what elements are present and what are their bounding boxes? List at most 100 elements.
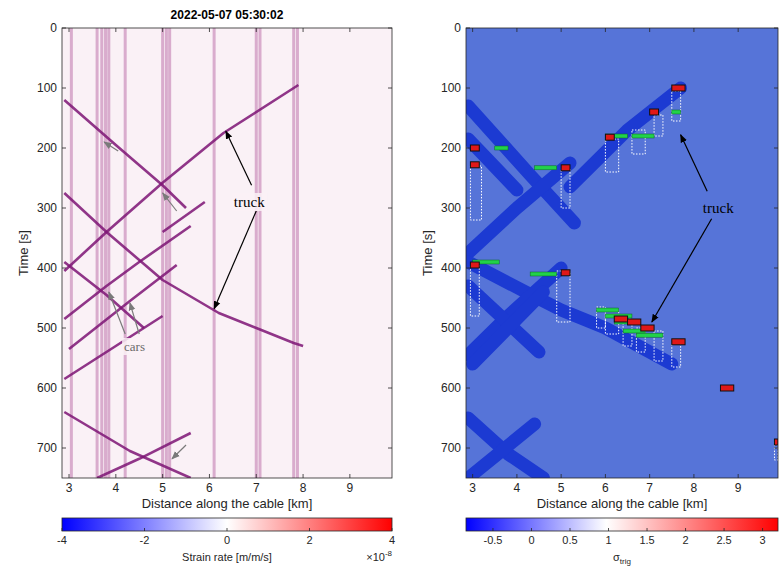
x-tick <box>693 474 694 478</box>
detection-box <box>557 271 570 322</box>
stripe <box>259 28 262 478</box>
trigger-off <box>561 165 570 171</box>
y-tick <box>62 208 66 209</box>
y-tick-label: 500 <box>441 321 461 335</box>
x-tick-label: 9 <box>735 481 742 495</box>
panel: 34567890100200300400500600700Distance al… <box>16 8 395 563</box>
trigger-off <box>774 439 778 445</box>
trigger-on <box>530 272 557 276</box>
y-tick <box>466 268 470 269</box>
band <box>468 139 517 190</box>
y-tick-label: 700 <box>441 441 461 455</box>
track <box>64 262 144 328</box>
y-tick-label: 700 <box>37 441 57 455</box>
x-axis-title: Distance along the cable [km] <box>142 496 313 511</box>
arrow <box>109 292 125 334</box>
colorbar-tick-label: 1.5 <box>639 534 654 546</box>
colorbar-tick-label: 2 <box>306 534 312 546</box>
trigger-off <box>614 316 627 322</box>
x-tick <box>69 28 70 32</box>
trigger-on <box>672 110 681 114</box>
stripe <box>165 28 168 478</box>
x-tick <box>349 474 350 478</box>
trigger-on <box>636 333 663 337</box>
y-tick-label: 100 <box>37 81 57 95</box>
y-tick <box>466 328 470 329</box>
colorbar-tick <box>647 528 648 531</box>
label-patch <box>232 193 267 211</box>
x-tick-label: 4 <box>514 481 521 495</box>
y-tick <box>388 328 392 329</box>
trigger-on <box>535 166 557 170</box>
x-tick <box>561 474 562 478</box>
x-tick <box>115 28 116 32</box>
y-tick-label: 300 <box>37 201 57 215</box>
x-tick <box>738 28 739 32</box>
arrow <box>226 131 252 185</box>
x-tick <box>516 474 517 478</box>
arrow <box>681 135 708 191</box>
label-patch <box>701 199 736 217</box>
colorbar-tick-label: -2 <box>140 534 150 546</box>
colorbar-multiplier: ×10-8 <box>366 549 392 563</box>
stripe <box>104 28 107 478</box>
arrow <box>130 303 139 334</box>
arrow <box>172 445 186 459</box>
y-tick <box>62 328 66 329</box>
colorbar-tick-label: 0.5 <box>562 534 577 546</box>
annotation: truck <box>234 194 265 210</box>
y-tick-label: 200 <box>441 141 461 155</box>
y-tick <box>774 388 778 389</box>
band <box>570 88 681 187</box>
x-tick-label: 3 <box>66 481 73 495</box>
colorbar-tick-label: 4 <box>389 534 395 546</box>
y-tick <box>388 28 392 29</box>
y-tick-label: 600 <box>441 381 461 395</box>
panel: 34567890100200300400500600700Distance al… <box>420 21 778 566</box>
x-tick <box>516 28 517 32</box>
y-tick-label: 400 <box>441 261 461 275</box>
colorbar-tick <box>62 528 63 531</box>
trigger-on <box>495 146 508 150</box>
stripe <box>292 28 295 478</box>
band <box>468 424 534 478</box>
y-tick <box>466 208 470 209</box>
trigger-on <box>632 134 654 138</box>
band <box>468 163 570 253</box>
band <box>468 418 543 478</box>
y-tick <box>62 448 66 449</box>
stripe <box>213 28 216 478</box>
frame <box>62 28 392 478</box>
stripe <box>168 28 171 478</box>
y-tick <box>774 328 778 329</box>
trigger-off <box>720 385 733 391</box>
y-tick <box>466 28 470 29</box>
x-tick <box>256 474 257 478</box>
trigger-off <box>470 262 479 268</box>
stripe <box>255 28 258 478</box>
x-tick-label: 7 <box>646 481 653 495</box>
colorbar-tick-label: 1 <box>605 534 611 546</box>
colorbar-tick <box>492 528 493 531</box>
y-tick <box>388 268 392 269</box>
y-tick <box>62 148 66 149</box>
figure: 34567890100200300400500600700Distance al… <box>0 0 784 574</box>
y-tick <box>466 148 470 149</box>
y-tick <box>774 88 778 89</box>
trigger-off <box>470 145 479 151</box>
colorbar-tick <box>762 528 763 531</box>
track <box>64 100 186 208</box>
y-tick <box>466 448 470 449</box>
x-tick <box>472 474 473 478</box>
x-tick <box>649 474 650 478</box>
y-axis-title: Time [s] <box>420 230 435 276</box>
colorbar-tick-label: 0 <box>224 534 230 546</box>
x-tick <box>69 474 70 478</box>
x-tick <box>649 28 650 32</box>
y-tick <box>62 28 66 29</box>
colorbar-tick-label: 2 <box>682 534 688 546</box>
y-axis-title: Time [s] <box>16 230 31 276</box>
plot-data <box>468 85 778 478</box>
colorbar-tick-label: 2.5 <box>716 534 731 546</box>
y-tick <box>62 268 66 269</box>
